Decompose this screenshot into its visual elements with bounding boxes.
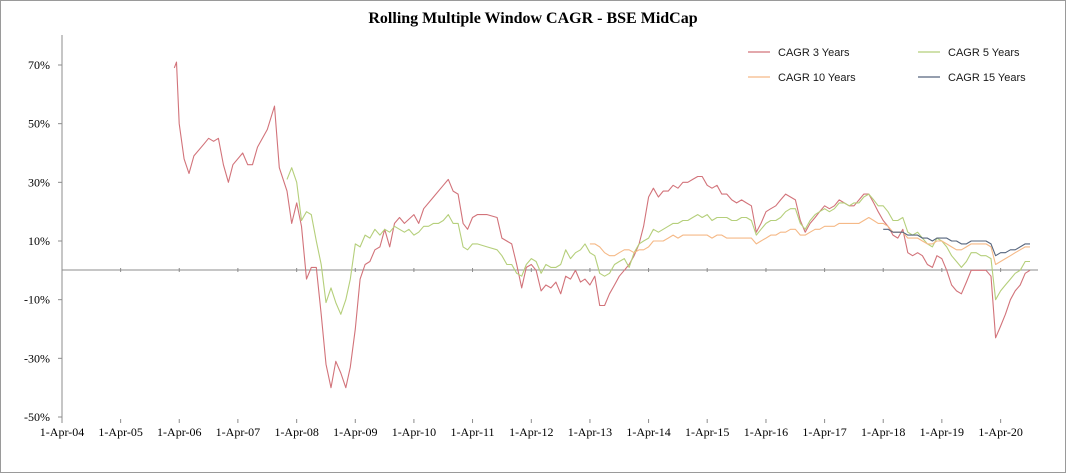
y-tick-label: 30%: [28, 175, 50, 189]
y-tick-label: 70%: [28, 58, 50, 72]
x-tick-label: 1-Apr-12: [509, 425, 553, 439]
x-tick-label: 1-Apr-20: [978, 425, 1022, 439]
series-line-cagr-15-years: [883, 228, 1030, 257]
y-tick-label: -10%: [24, 293, 50, 307]
series-line-cagr-3-years: [173, 61, 1031, 389]
x-tick-label: 1-Apr-17: [802, 425, 846, 439]
y-tick-label: -50%: [24, 410, 50, 424]
x-tick-label: 1-Apr-09: [333, 425, 377, 439]
series-line-cagr-5-years: [286, 167, 1030, 315]
series-layer: [173, 61, 1031, 389]
y-tick-label: 50%: [28, 117, 50, 131]
x-tick-label: 1-Apr-07: [216, 425, 260, 439]
y-tick-label: -30%: [24, 351, 50, 365]
x-tick-label: 1-Apr-06: [157, 425, 201, 439]
x-axis-ticks: 1-Apr-04 1-Apr-05 1-Apr-06 1-Apr-07 1-Apr-08…: [40, 268, 1023, 439]
x-tick-label: 1-Apr-15: [685, 425, 729, 439]
x-tick-label: 1-Apr-08: [274, 425, 318, 439]
x-tick-label: 1-Apr-19: [920, 425, 964, 439]
x-tick-label: 1-Apr-13: [568, 425, 612, 439]
x-tick-label: 1-Apr-14: [626, 425, 670, 439]
x-tick-label: 1-Apr-11: [451, 425, 495, 439]
x-tick-label: 1-Apr-10: [392, 425, 436, 439]
legend: CAGR 3 Years CAGR 5 Years CAGR 10 Years CAG…: [748, 47, 1026, 84]
legend-label: CAGR 10 Years: [778, 72, 856, 84]
x-tick-label: 1-Apr-05: [98, 425, 142, 439]
x-tick-label: 1-Apr-04: [40, 425, 84, 439]
x-tick-label: 1-Apr-16: [744, 425, 788, 439]
x-tick-label: 1-Apr-18: [861, 425, 905, 439]
y-tick-label: 10%: [28, 234, 50, 248]
series-line-cagr-10-years: [589, 216, 1030, 266]
legend-label: CAGR 5 Years: [948, 47, 1020, 59]
legend-label: CAGR 15 Years: [948, 72, 1026, 84]
legend-label: CAGR 3 Years: [778, 47, 850, 59]
y-axis-ticks: 70% 50% 30% 10% -10% -30% -50%: [24, 58, 62, 424]
chart-title: Rolling Multiple Window CAGR - BSE MidCa…: [368, 10, 698, 27]
